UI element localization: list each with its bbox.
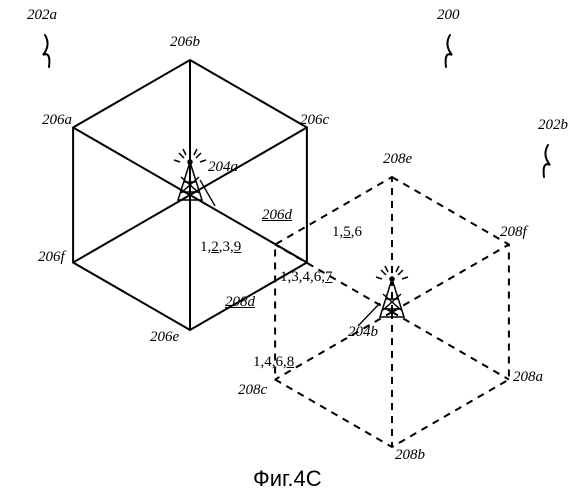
label-204b: 204b bbox=[348, 325, 378, 340]
label-206e: 206e bbox=[150, 330, 179, 345]
label-208e: 208e bbox=[383, 152, 412, 167]
tower-b-icon bbox=[376, 266, 408, 317]
label-208d: 208d bbox=[225, 295, 255, 310]
label-208f: 208f bbox=[500, 225, 527, 240]
cell-data-2: 1,5,6 bbox=[332, 225, 362, 240]
label-206f: 206f bbox=[38, 250, 65, 265]
label-206c: 206c bbox=[300, 113, 329, 128]
cell-data-3: 1,3,4,6,7 bbox=[280, 270, 333, 285]
diagram-canvas: 202a 200 202b 206b 206a 206c 206f 206e 2… bbox=[0, 0, 584, 500]
figure-caption: Фиг.4C bbox=[253, 468, 322, 490]
label-208c: 208c bbox=[238, 383, 267, 398]
label-208a: 208a bbox=[513, 370, 543, 385]
hexagon-b bbox=[275, 177, 509, 447]
callout-arrows bbox=[43, 35, 550, 177]
label-206d: 206d bbox=[262, 208, 292, 223]
hexagon-a bbox=[73, 60, 307, 330]
label-200: 200 bbox=[437, 8, 460, 23]
cell-data-4: 1,4,6,8 bbox=[253, 355, 294, 370]
cell-data-1: 1,2,3,9 bbox=[200, 240, 241, 255]
label-206a: 206a bbox=[42, 113, 72, 128]
label-202a: 202a bbox=[27, 8, 57, 23]
diagram-svg bbox=[0, 0, 584, 500]
label-208b: 208b bbox=[395, 448, 425, 463]
label-202b: 202b bbox=[538, 118, 568, 133]
label-206b: 206b bbox=[170, 35, 200, 50]
label-204a: 204a bbox=[208, 160, 238, 175]
